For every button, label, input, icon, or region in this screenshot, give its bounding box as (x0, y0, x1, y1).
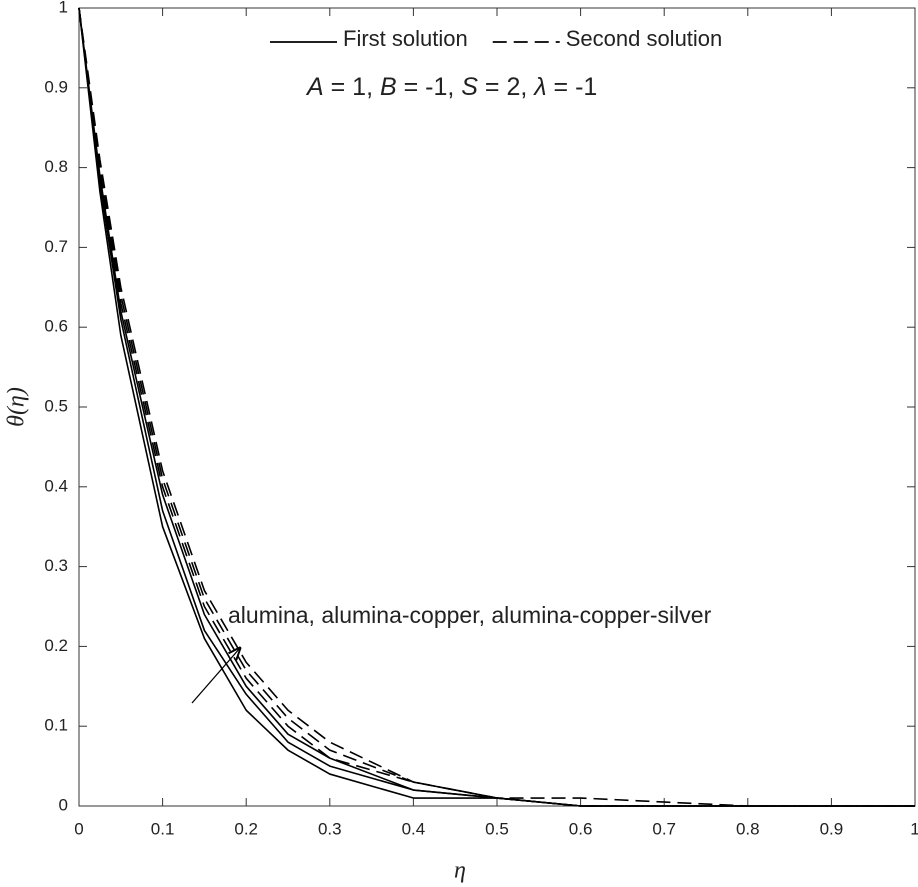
annotation: alumina, alumina-copper, alumina-copper-… (228, 602, 712, 628)
x-tick-label: 0.2 (234, 819, 258, 838)
line-series (78, 7, 915, 807)
x-tick-label: 0.6 (569, 819, 593, 838)
x-tick-label: 0 (74, 819, 83, 838)
x-tick-label: 0.1 (151, 819, 175, 838)
line-series (78, 7, 915, 807)
x-tick-label: 0.9 (820, 819, 844, 838)
y-tick-label: 0.4 (44, 476, 68, 495)
y-tick-label: 0.6 (44, 317, 68, 336)
plot-frame (78, 7, 916, 807)
x-tick-label: 0.7 (652, 819, 676, 838)
y-tick-label: 0.2 (44, 636, 68, 655)
y-tick-label: 1 (59, 0, 68, 16)
line-series (78, 7, 915, 807)
legend-label: Second solution (566, 26, 723, 51)
line-series (78, 7, 915, 807)
y-tick-label: 0.5 (44, 396, 68, 415)
y-tick-label: 0.9 (44, 77, 68, 96)
parameter-part: B (380, 73, 397, 101)
y-tick-label: 0.3 (44, 556, 68, 575)
x-tick-label: 1 (910, 819, 918, 838)
parameter-part: S (461, 73, 478, 101)
y-tick-label: 0 (59, 795, 68, 814)
parameter-part: = -1 (547, 73, 598, 101)
parameter-part: A (305, 73, 324, 101)
y-tick-label: 0.7 (44, 237, 68, 256)
parameter-part: = -1, (397, 73, 462, 101)
x-tick-label: 0.5 (485, 819, 509, 838)
x-tick-label: 0.3 (318, 819, 342, 838)
y-tick-label: 0.8 (44, 157, 68, 176)
line-series (78, 7, 915, 807)
parameter-part: λ (532, 73, 546, 101)
x-tick-label: 0.4 (402, 819, 426, 838)
x-tick-label: 0.8 (736, 819, 760, 838)
line-series (78, 7, 915, 807)
parameter-part: = 1, (324, 73, 380, 101)
legend-label: First solution (343, 26, 468, 51)
y-tick-label: 0.1 (44, 716, 68, 735)
parameter-text: A = 1, B = -1, S = 2, λ = -1 (305, 73, 597, 101)
y-axis-label: θ(η) (4, 387, 30, 427)
parameter-part: = 2, (478, 73, 534, 101)
x-axis-label: η (454, 858, 466, 884)
annotation-arrow (191, 648, 240, 704)
